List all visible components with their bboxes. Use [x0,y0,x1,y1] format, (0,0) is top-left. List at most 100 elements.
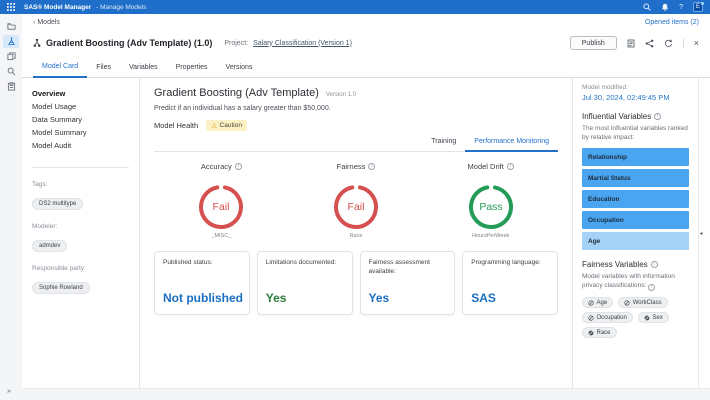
nav-item-overview[interactable]: Overview [32,87,129,100]
tab-properties[interactable]: Properties [167,59,217,77]
gauge-accuracy: Accuracy Fail _MISC_ [154,162,289,239]
fairness-pill-workclass: WorkClass [618,297,667,308]
fairness-pill-race: Race [582,327,617,338]
influential-bar: Occupation [582,211,689,229]
tab-versions[interactable]: Versions [217,59,262,77]
fairness-assessment-card: Fairness assessment available: Yes [360,251,456,315]
info-icon[interactable] [651,261,658,268]
health-status-badge: ⚠ Caution [206,120,247,131]
models-icon[interactable] [3,35,19,48]
tab-files[interactable]: Files [87,59,120,77]
published-status-card: Published status: Not published [154,251,250,315]
app-context: - Manage Models [96,4,146,11]
model-drift-status-ring: Pass [467,183,515,231]
header-actions: Publish × [570,36,699,50]
model-modified-value: Jul 30, 2024, 02:49:45 PM [582,93,689,102]
breadcrumb: ‹Models Opened items (2) [22,16,710,29]
back-chevron-icon: ‹ [33,19,35,26]
app-switcher-icon[interactable] [7,3,15,11]
left-rail: » [0,14,22,400]
expand-rail-icon[interactable]: » [7,388,11,395]
kpi-gauges: Accuracy Fail _MISC_ F [154,162,558,239]
refresh-icon[interactable] [664,39,673,48]
programming-language-value: SAS [471,291,496,305]
svg-text:Pass: Pass [479,201,502,213]
model-health-label: Model Health [154,121,198,130]
tab-performance-monitoring[interactable]: Performance Monitoring [465,135,558,152]
info-icon[interactable] [507,163,514,170]
copy-icon[interactable] [3,50,19,63]
svg-text:Fail: Fail [213,201,230,213]
project-link[interactable]: Salary Classification (Version 1) [253,40,352,47]
divider [683,39,684,48]
fairness-variables-title: Fairness Variables [582,260,689,269]
notification-dot-icon [701,2,704,5]
app-bar: SAS® Model Manager - Manage Models ? E [0,0,710,14]
info-icon[interactable] [648,284,655,291]
product-name: SAS® Model Manager [24,4,91,11]
nav-item-model-usage[interactable]: Model Usage [32,100,129,113]
project-label: Project: [224,40,248,47]
limitations-documented-card: Limitations documented: Yes [257,251,353,315]
accuracy-status-ring: Fail [197,183,245,231]
influential-variables-title: Influential Variables [582,112,689,121]
projects-icon[interactable] [3,20,19,33]
explore-icon[interactable] [3,65,19,78]
collapse-arrow-icon: ◂ [699,230,702,237]
gauge-fairness: Fairness Fail Race [289,162,424,239]
influential-bar: Education [582,190,689,208]
nav-item-data-summary[interactable]: Data Summary [32,113,129,126]
warning-icon: ⚠ [211,122,217,130]
restricted-icon [588,315,594,321]
model-header: Gradient Boosting (Adv Template) (1.0) P… [22,32,710,54]
info-icon[interactable] [368,163,375,170]
page-title: Gradient Boosting (Adv Template) (1.0) [46,38,212,48]
nav-item-model-summary[interactable]: Model Summary [32,126,129,139]
report-icon[interactable] [627,39,635,48]
restricted-icon [624,300,630,306]
gauge-model-drift: Model Drift Pass HoursPerWeek [423,162,558,239]
fairness-assessment-value: Yes [369,291,390,305]
model-name-heading: Gradient Boosting (Adv Template) [154,87,319,99]
restricted-icon [588,300,594,306]
model-version: Version 1.0 [326,92,356,98]
influential-variables-chart: Relationship Martial Status Education Oc… [582,148,689,250]
tab-training[interactable]: Training [422,135,465,151]
fairness-status-ring: Fail [332,183,380,231]
opened-items-link[interactable]: Opened items (2) [645,19,699,26]
info-icon[interactable] [654,113,661,120]
search-icon[interactable] [643,3,651,11]
close-icon[interactable]: × [694,39,699,48]
summary-cards: Published status: Not published Limitati… [154,251,558,315]
divider [32,167,129,168]
model-tabs: Model Card Files Variables Properties Ve… [22,57,710,78]
workspace: ‹Models Opened items (2) Gradient Boosti… [22,14,710,400]
panel-collapse-handle[interactable]: ◂ [698,78,703,388]
nav-item-model-audit[interactable]: Model Audit [32,139,129,152]
help-icon[interactable]: ? [679,4,683,11]
tag-pill: DS2 multitype [32,198,83,210]
insights-panel: Model modified: Jul 30, 2024, 02:49:45 P… [572,78,698,388]
info-icon[interactable] [235,163,242,170]
fairness-variable: Race [350,233,363,239]
back-to-models-link[interactable]: ‹Models [33,19,60,26]
fairness-pill-sex: Sex [638,312,669,323]
tab-model-card[interactable]: Model Card [33,58,87,78]
fairness-pill-occupation: Occupation [582,312,633,323]
published-status-value: Not published [163,291,243,305]
responsible-party-label: Responsible party: [32,265,129,272]
share-icon[interactable] [645,39,654,48]
influential-bar: Age [582,232,689,250]
tab-variables[interactable]: Variables [120,59,167,77]
accuracy-variable: _MISC_ [211,233,231,239]
publish-button[interactable]: Publish [570,36,617,50]
programming-language-card: Programming language: SAS [462,251,558,315]
model-branch-icon [33,39,41,47]
tags-label: Tags: [32,181,129,188]
app-title: SAS® Model Manager - Manage Models [24,4,146,11]
notifications-icon[interactable] [661,3,669,11]
tasks-icon[interactable] [3,80,19,93]
influential-bar: Martial Status [582,169,689,187]
app-window: SAS® Model Manager - Manage Models ? E [0,0,710,400]
user-avatar[interactable]: E [693,2,703,12]
